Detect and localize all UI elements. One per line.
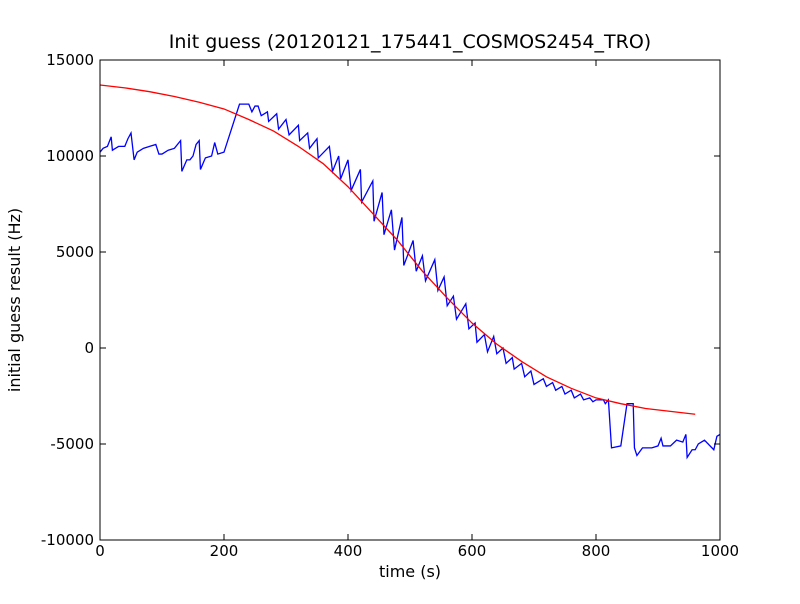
y-tick-label: -5000	[50, 435, 94, 453]
y-tick-label: 10000	[46, 147, 94, 165]
series-line	[99, 103, 721, 460]
series-line	[99, 84, 696, 415]
x-tick-label: 600	[458, 542, 487, 560]
y-tick-label: 5000	[56, 243, 94, 261]
x-axis-label: time (s)	[379, 562, 441, 581]
chart-title: Init guess (20120121_175441_COSMOS2454_T…	[169, 31, 651, 53]
y-tick-label: 0	[84, 339, 94, 357]
x-tick-label: 200	[210, 542, 239, 560]
x-tick-label: 1000	[701, 542, 739, 560]
x-tick-label: 0	[95, 542, 105, 560]
y-axis-label: initial guess result (Hz)	[5, 208, 24, 392]
plot-frame	[99, 59, 721, 541]
x-tick-label: 800	[582, 542, 611, 560]
x-tick-label: 400	[334, 542, 363, 560]
y-tick-label: 15000	[46, 51, 94, 69]
y-tick-label: -10000	[41, 531, 94, 549]
